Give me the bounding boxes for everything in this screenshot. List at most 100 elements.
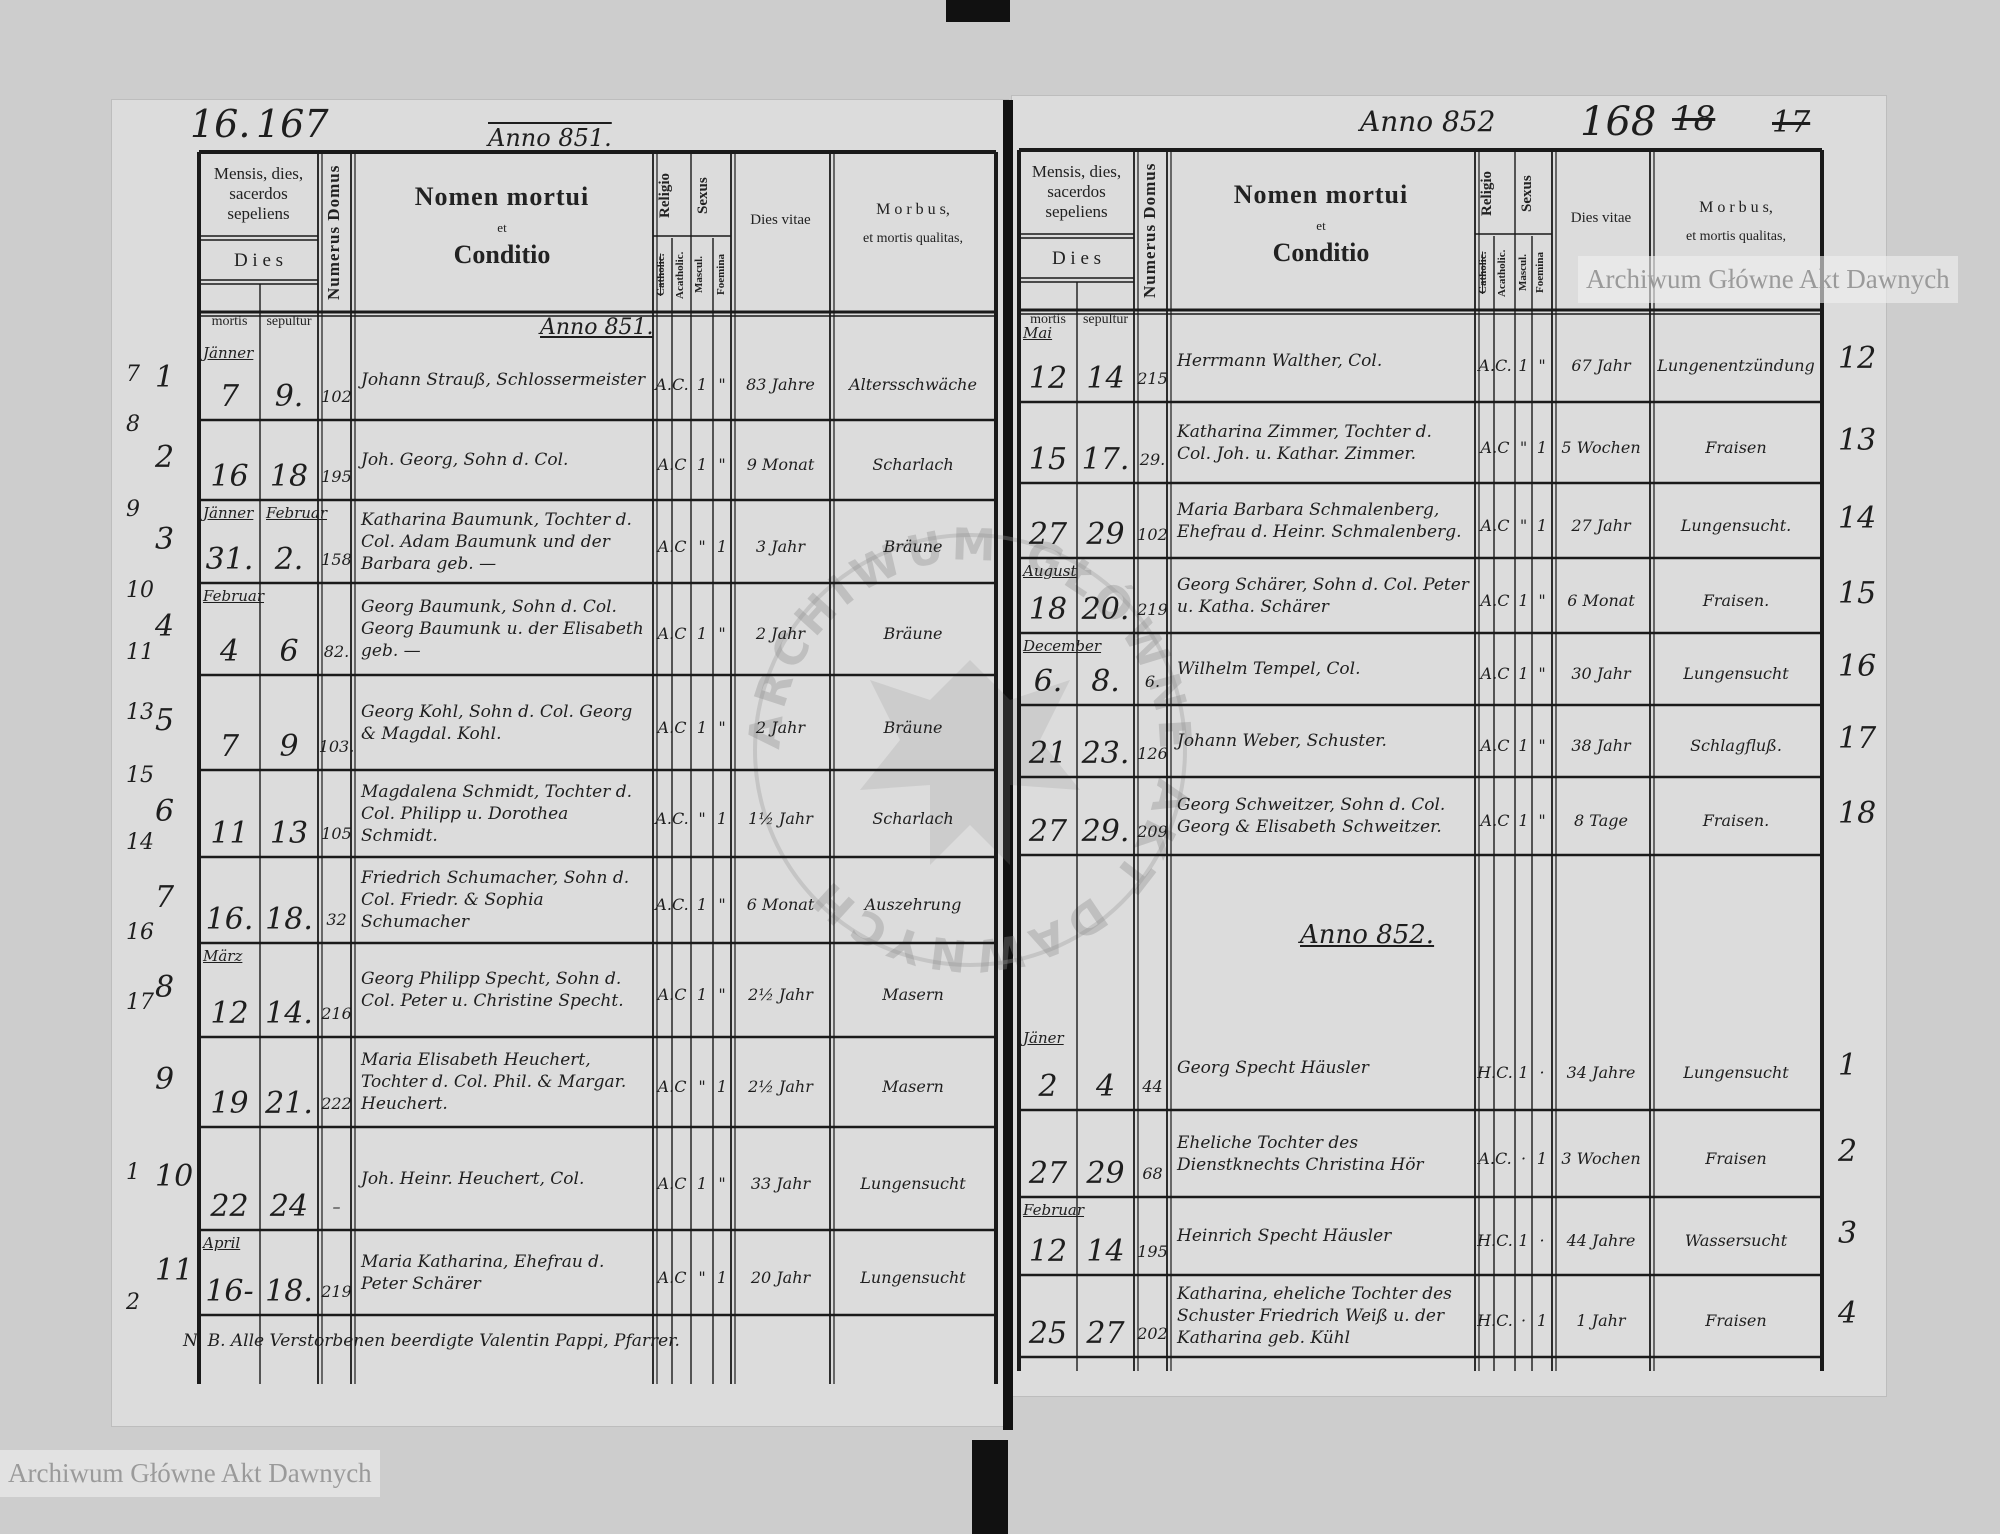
religion: A.C (657, 1267, 687, 1287)
age-at-death: 2 Jahr (755, 717, 806, 737)
religion: H.C. (1477, 1231, 1513, 1250)
age-at-death: 3 Wochen (1561, 1148, 1641, 1168)
cause-of-death: Fraisen. (1702, 811, 1770, 830)
sex-male: 1 (1518, 1062, 1529, 1082)
death-day: 15 (1028, 442, 1068, 477)
house-number: 103. (318, 737, 355, 756)
sex-female: " (718, 895, 726, 914)
header-dies: D i e s (1051, 248, 1102, 269)
deceased-name-cell: Maria Elisabeth Heuchert, Tochter d. Col… (361, 1041, 647, 1123)
age-at-death: 2½ Jahr (748, 1077, 813, 1096)
deceased-name-cell: Magdalena Schmidt, Tochter d. Col. Phili… (361, 774, 647, 853)
header-mascul: Mascul. (1517, 254, 1529, 292)
header-qualitas: et mortis qualitas, (863, 231, 963, 246)
religion: A.C (657, 717, 687, 737)
entry-number: 12 (1838, 341, 1877, 376)
burial-day: 13 (269, 816, 309, 851)
footnote: N. B. Alle Verstorbenen beerdigte Valent… (183, 1331, 680, 1351)
burial-day: 9 (279, 729, 299, 764)
header-sexus: Sexus (1519, 175, 1535, 213)
outer-margin-number: 2 (126, 1290, 140, 1315)
month-label: Februar (1023, 1201, 1085, 1219)
deceased-name-cell: Maria Barbara Schmalenberg, Ehefrau d. H… (1177, 487, 1469, 554)
sex-male: 1 (1518, 1231, 1529, 1250)
house-number: 158 (321, 550, 352, 569)
deceased-name: Magdalena Schmidt, Tochter d. Col. Phili… (361, 781, 633, 846)
sex-male: 1 (1518, 736, 1529, 755)
deceased-name: Georg Schärer, Sohn d. Col. Peter u. Kat… (1177, 574, 1469, 617)
cause-of-death: Lungensucht (1683, 664, 1789, 683)
house-number: 6. (1144, 672, 1161, 691)
cause-of-death: Scharlach (872, 808, 954, 828)
entry-number: 13 (1838, 422, 1877, 458)
outer-margin-number: 15 (126, 763, 154, 788)
burial-day: 21. (265, 1086, 313, 1121)
sex-female: 1 (716, 808, 728, 828)
entry-number: 8 (155, 970, 175, 1005)
death-day: 25 (1028, 1316, 1068, 1351)
entry-number: 17 (1838, 721, 1877, 756)
entry-number: 6 (155, 793, 175, 829)
sex-male: 1 (696, 985, 708, 1004)
age-at-death: 1 Jahr (1576, 1311, 1626, 1330)
death-day: 22 (210, 1189, 249, 1224)
sex-male: " (698, 1077, 706, 1096)
sex-male: " (698, 536, 706, 556)
deceased-name-cell: Herrmann Walther, Col. (1177, 324, 1469, 398)
death-day: 19 (210, 1086, 249, 1121)
deceased-name: Georg Kohl, Sohn d. Col. Georg & Magdal.… (361, 701, 633, 744)
deceased-name-cell: Georg Schweitzer, Sohn d. Col. Georg & E… (1177, 781, 1469, 851)
sex-male: " (1519, 437, 1528, 457)
age-at-death: 2½ Jahr (748, 985, 813, 1004)
header-et: et (1316, 218, 1326, 233)
cause-of-death: Altersschwäche (849, 375, 977, 394)
sex-female: " (1538, 356, 1546, 375)
header-nomen: Nomen mortui (414, 182, 590, 211)
sex-male: 1 (696, 375, 708, 394)
religion: A.C (1480, 590, 1510, 610)
entry-number: 9 (155, 1062, 175, 1097)
archive-stamp: ARCHIWUM GŁÓWNE AKT DAWNYCH (740, 520, 1195, 980)
entry-number: 5 (155, 702, 175, 738)
age-at-death: 3 Jahr (755, 536, 806, 556)
header-et: et (497, 220, 507, 235)
month-label: Jänner (203, 344, 254, 362)
sex-female: " (718, 985, 726, 1004)
month-label: December (1023, 637, 1102, 655)
religion: A.C (1480, 515, 1510, 535)
cause-of-death: Schlagfluß. (1690, 736, 1782, 755)
cause-of-death: Fraisen (1705, 1148, 1767, 1168)
age-at-death: 44 Jahre (1566, 1231, 1636, 1250)
religion: A.C. (1478, 1148, 1512, 1168)
entry-number: 16 (1838, 649, 1877, 684)
header-foemina: Foemina (1534, 252, 1546, 294)
religion: A.C (657, 455, 687, 474)
deceased-name: Katharina Zimmer, Tochter d. Col. Joh. u… (1177, 421, 1432, 464)
deceased-name-cell: Johann Weber, Schuster. (1177, 709, 1469, 773)
header-catholic: Catholic. (1477, 251, 1489, 295)
deceased-name-cell: Katharina Baumunk, Tochter d. Col. Adam … (361, 504, 647, 579)
death-day: 4 (219, 634, 240, 669)
burial-day: 23. (1081, 736, 1130, 771)
death-day: 16 (210, 459, 249, 494)
header-religio: Religio (1479, 171, 1495, 217)
age-at-death: 27 Jahr (1571, 515, 1631, 535)
death-day: 21 (1028, 736, 1068, 771)
burial-day: 29. (1081, 814, 1130, 849)
left-page (112, 100, 1008, 1426)
sex-female: " (718, 455, 726, 474)
death-day: 11 (210, 816, 249, 851)
death-day: 27 (1028, 517, 1068, 552)
burial-day: 4 (1095, 1069, 1116, 1104)
month-label: Jänner (203, 504, 254, 522)
deceased-name-cell: Johann Strauß, Schlossermeister (361, 344, 647, 416)
struck-page-number: 18 (1672, 99, 1716, 139)
deceased-name: Georg Schweitzer, Sohn d. Col. Georg & E… (1177, 795, 1446, 837)
house-number: 195 (1137, 1242, 1168, 1261)
outer-margin-number: 1 (126, 1160, 140, 1185)
deceased-name-cell: Georg Kohl, Sohn d. Col. Georg & Magdal.… (361, 679, 647, 766)
deceased-name-cell: Georg Schärer, Sohn d. Col. Peter u. Kat… (1177, 562, 1469, 629)
deceased-name: Johann Weber, Schuster. (1177, 731, 1387, 751)
sex-male: " (698, 1267, 706, 1287)
outer-margin-number: 9 (126, 497, 140, 522)
